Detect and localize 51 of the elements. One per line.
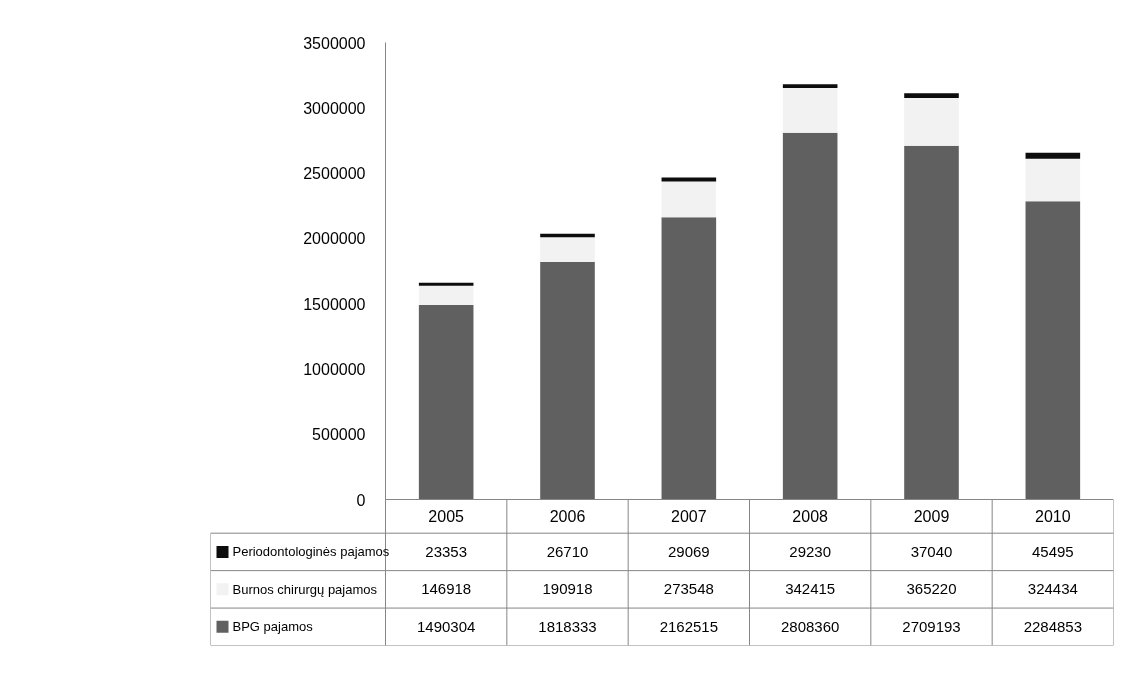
data-label: 37040	[910, 542, 953, 560]
bar	[661, 181, 717, 218]
data-label: 23353	[425, 542, 468, 560]
y-tick-label: 3000000	[303, 99, 366, 117]
bar	[540, 262, 595, 500]
y-tick-label: 2500000	[303, 165, 366, 183]
y-tick-label: 500000	[312, 426, 366, 444]
data-label: 2808360	[780, 617, 840, 635]
x-tick-label: 2010	[1035, 508, 1071, 526]
data-label: 29230	[789, 542, 832, 560]
y-tick-label: 3500000	[303, 34, 366, 52]
y-tick-label: 1000000	[303, 360, 366, 378]
x-tick-label: 2007	[671, 508, 707, 526]
data-label: 324434	[1027, 580, 1078, 598]
x-tick-label: 2005	[428, 508, 465, 526]
data-label: 2709193	[902, 617, 961, 635]
data-label: 190918	[542, 580, 593, 598]
y-tick-label: 1500000	[303, 295, 366, 313]
data-label: 273548	[663, 580, 714, 598]
bar	[904, 98, 959, 146]
bar	[418, 304, 474, 500]
bar	[661, 217, 717, 500]
legend-label: BPG pajamos	[232, 619, 314, 635]
x-tick-label: 2009	[913, 508, 950, 526]
bar	[782, 84, 838, 89]
y-tick-label: 0	[356, 491, 366, 509]
data-label: 26710	[546, 542, 589, 560]
x-tick-label: 2006	[549, 508, 586, 526]
bar	[904, 93, 959, 99]
x-tick-label: 2008	[792, 508, 829, 526]
bar	[540, 237, 595, 263]
bar	[904, 145, 959, 500]
data-label: 1818333	[538, 617, 597, 635]
data-label: 45495	[1031, 542, 1074, 560]
data-label: 342415	[785, 580, 836, 598]
legend-label: Burnos chirurgų pajamos	[232, 581, 378, 597]
y-tick-label: 2000000	[303, 230, 366, 248]
data-label: 2284853	[1023, 617, 1083, 635]
data-label: 29069	[667, 542, 710, 560]
legend-label: Periodontologinės pajamos	[232, 544, 390, 560]
bar	[1025, 158, 1081, 202]
bar	[1025, 201, 1081, 500]
bar	[418, 282, 474, 286]
bar	[782, 132, 838, 500]
bar	[782, 88, 838, 133]
bar	[418, 285, 474, 305]
data-label: 2162515	[659, 617, 719, 635]
data-label: 1490304	[416, 617, 476, 635]
data-label: 146918	[421, 580, 472, 598]
bar	[1025, 152, 1081, 159]
data-label: 365220	[906, 580, 957, 598]
